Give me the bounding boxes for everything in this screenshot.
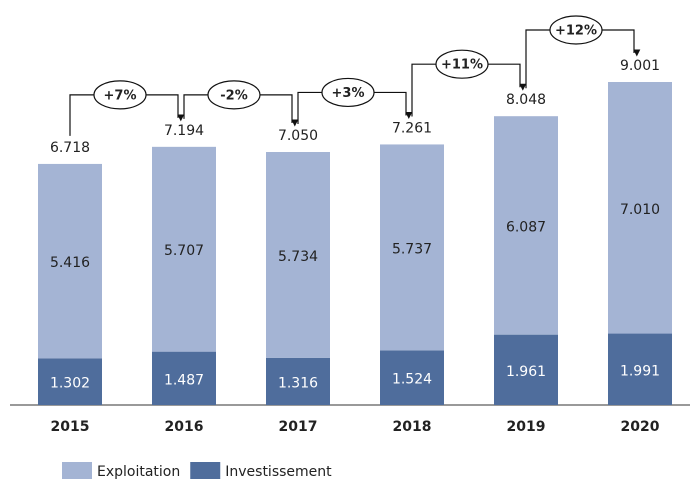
- segment-label: 6.087: [506, 219, 546, 235]
- change-bubble: [549, 15, 603, 45]
- change-bubble: [435, 49, 489, 79]
- segment-label: 5.734: [278, 249, 318, 265]
- change-label: +12%: [555, 24, 597, 39]
- segment-label: 1.961: [506, 364, 546, 380]
- bar-segment: [380, 350, 444, 405]
- bar-segment: [380, 144, 444, 351]
- total-label: 7.261: [392, 120, 432, 136]
- segment-label: 1.302: [50, 376, 90, 392]
- legend-label: Exploitation: [97, 464, 180, 480]
- change-label: -2%: [220, 88, 247, 103]
- total-label: 6.718: [50, 140, 90, 156]
- segment-label: 5.707: [164, 243, 204, 259]
- segment-label: 5.737: [392, 241, 432, 257]
- bar-segment: [266, 357, 330, 405]
- total-label: 7.194: [164, 123, 204, 139]
- change-label: +7%: [104, 88, 137, 103]
- bar-segment: [494, 116, 558, 335]
- total-label: 9.001: [620, 58, 660, 74]
- change-bubble: [207, 80, 261, 110]
- change-bubble: [93, 80, 147, 110]
- x-tick-label: 2018: [393, 419, 432, 435]
- segment-label: 1.487: [164, 372, 204, 388]
- change-label: +3%: [332, 86, 365, 101]
- segment-label: 7.010: [620, 202, 660, 218]
- x-tick-label: 2016: [165, 419, 204, 435]
- bar-segment: [266, 152, 330, 358]
- bar-segment: [152, 146, 216, 352]
- x-tick-label: 2015: [51, 419, 90, 435]
- legend-swatch: [190, 462, 221, 479]
- bar-segment: [38, 358, 102, 405]
- segment-label: 1.991: [620, 363, 660, 379]
- x-tick-label: 2017: [279, 419, 318, 435]
- change-label: +11%: [441, 58, 483, 73]
- legend-label: Investissement: [225, 464, 332, 480]
- segment-label: 5.416: [50, 255, 90, 271]
- bar-segment: [152, 351, 216, 405]
- x-tick-label: 2020: [621, 419, 660, 435]
- change-bubble: [321, 77, 375, 108]
- bar-segment: [494, 334, 558, 405]
- bar-segment: [608, 82, 672, 334]
- bar-segment: [38, 163, 102, 359]
- segment-label: 1.316: [278, 375, 318, 391]
- bar-segment: [608, 333, 672, 405]
- total-label: 8.048: [506, 92, 546, 108]
- total-label: 7.050: [278, 128, 318, 144]
- x-tick-label: 2019: [507, 419, 546, 435]
- segment-label: 1.524: [392, 372, 432, 388]
- legend-swatch: [62, 462, 92, 479]
